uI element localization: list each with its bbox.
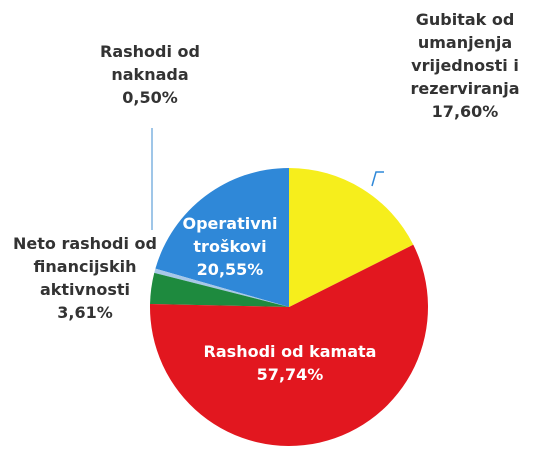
slice-label: Operativni troškovi 20,55% — [170, 212, 290, 281]
pie-slice — [150, 272, 289, 307]
value-label: 17,60% — [431, 102, 499, 121]
leader-line — [371, 171, 384, 187]
category-label: Rashodi od naknada — [100, 42, 200, 84]
pie-slice — [155, 168, 289, 307]
slice-label: Rashodi od naknada 0,50% — [70, 40, 230, 109]
slice-label: Gubitak od umanjenja vrijednosti i rezer… — [395, 8, 534, 123]
category-label: Operativni troškovi — [182, 214, 278, 256]
category-label: Neto rashodi od financijskih aktivnosti — [13, 234, 157, 299]
value-label: 0,50% — [122, 88, 178, 107]
value-label: 57,74% — [256, 365, 324, 384]
category-label: Rashodi od kamata — [203, 342, 377, 361]
value-label: 20,55% — [196, 260, 264, 279]
slice-label: Neto rashodi od financijskih aktivnosti 3… — [10, 232, 160, 324]
pie-slice — [289, 168, 414, 307]
category-label: Gubitak od umanjenja vrijednosti i rezer… — [410, 10, 520, 98]
value-label: 3,61% — [57, 303, 113, 322]
pie-slice — [154, 268, 289, 307]
pie-slice — [149, 244, 428, 446]
slice-label: Rashodi od kamata 57,74% — [160, 340, 420, 386]
